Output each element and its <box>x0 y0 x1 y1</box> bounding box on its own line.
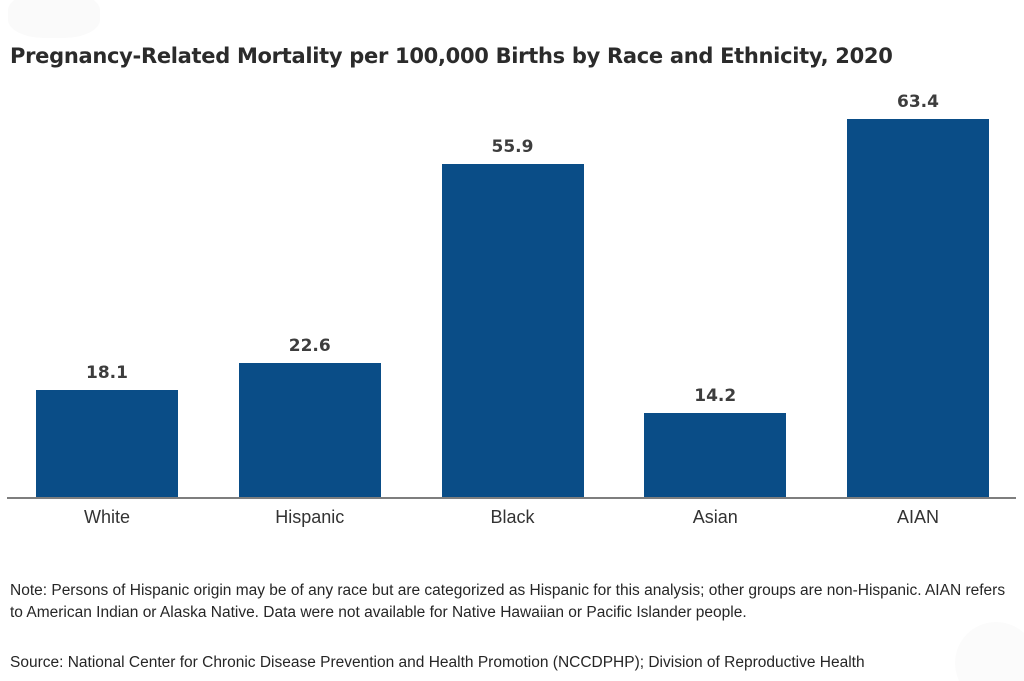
bar-black <box>441 164 584 498</box>
bar-column-asian: 14.2 <box>644 386 787 498</box>
x-axis-label-asian: Asian <box>692 507 738 527</box>
x-axis-label-black: Black <box>490 507 535 527</box>
x-axis-labels-row: White Hispanic Black Asian AIAN <box>36 507 989 528</box>
bars-row: 18.1 22.6 55.9 14.2 63.4 <box>36 92 989 498</box>
bar-hispanic <box>238 363 381 498</box>
bar-column-hispanic: 22.6 <box>238 336 381 498</box>
bar-aian <box>847 119 989 498</box>
x-axis-line <box>7 497 1016 499</box>
bar-white <box>36 390 178 498</box>
note-text: Note: Persons of Hispanic origin may be … <box>10 582 1006 621</box>
bar-value-label-hispanic: 22.6 <box>288 336 331 356</box>
bar-column-white: 18.1 <box>36 363 178 498</box>
bar-value-label-aian: 63.4 <box>897 92 939 112</box>
bar-value-label-black: 55.9 <box>491 137 534 157</box>
bar-column-black: 55.9 <box>441 137 584 498</box>
x-axis-label-hispanic: Hispanic <box>275 507 345 527</box>
source-text: Source: National Center for Chronic Dise… <box>10 654 865 671</box>
chart-title: Pregnancy-Related Mortality per 100,000 … <box>10 44 893 68</box>
x-axis-label-white: White <box>83 507 130 527</box>
bar-value-label-white: 18.1 <box>86 363 128 383</box>
x-axis-label-aian: AIAN <box>896 507 939 527</box>
bar-value-label-asian: 14.2 <box>694 386 737 406</box>
bar-column-aian: 63.4 <box>847 92 989 498</box>
watermark-blob-top-left <box>8 0 100 38</box>
bar-asian <box>644 413 787 498</box>
